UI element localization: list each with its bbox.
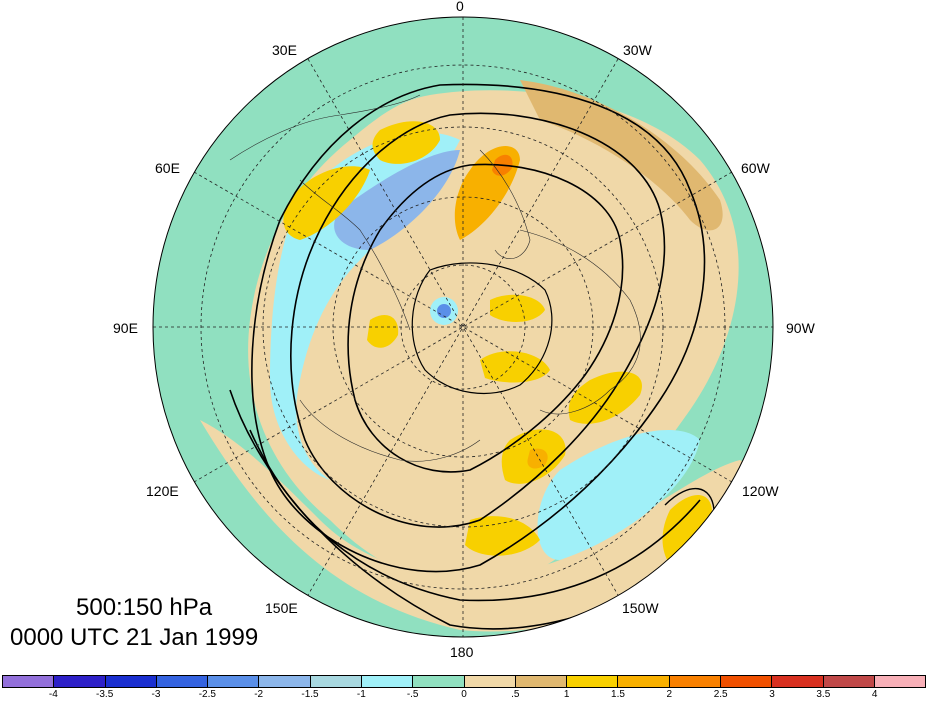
longitude-label-90w: 90W [786, 320, 815, 336]
longitude-label-150e: 150E [265, 600, 298, 616]
coastlines [229, 94, 641, 462]
colorbar-tick-label: -2.5 [198, 689, 216, 700]
blue-center-low-core [437, 304, 451, 318]
cyan-trough-southeast [537, 430, 700, 560]
longitude-label-120e: 120E [146, 483, 179, 499]
lower-tan-region [200, 420, 754, 632]
coastline-greenland [479, 149, 531, 259]
colorbar-swatch [105, 676, 157, 687]
colorbar-swatch [669, 676, 721, 687]
map-boundary [152, 16, 774, 638]
meridian-30w-150e [307, 58, 619, 596]
yellow-max-east-pacific [662, 495, 712, 565]
longitude-label-30w: 30W [623, 42, 652, 58]
coastline-north-america [519, 229, 641, 415]
colorbar-swatch [3, 676, 55, 687]
colorbar-swatch [567, 676, 619, 687]
longitude-label-30e: 30E [272, 42, 297, 58]
colorbar-swatch [874, 676, 926, 687]
yellow-max-asia [367, 315, 399, 348]
polar-contour [411, 262, 553, 395]
colorbar-tick-label: -2 [254, 689, 264, 700]
coastline-eurasia [229, 94, 421, 331]
yellow-max-scandinavia [372, 121, 440, 164]
inner-contour [347, 163, 624, 473]
graticule [153, 17, 773, 637]
colorbar-swatch [54, 676, 106, 687]
colorbar-swatch [208, 676, 260, 687]
colorbar-tick-label: 2 [666, 689, 673, 700]
colorbar-swatch [720, 676, 773, 687]
colorbar-swatch [823, 676, 875, 687]
blue-low-core [334, 150, 460, 250]
longitude-label-60w: 60W [741, 160, 770, 176]
colorbar-swatch [772, 676, 824, 687]
colorbar-tick-label: -4 [48, 689, 58, 700]
colorbar-swatch [515, 676, 568, 687]
colorbar-tick-label: -1 [356, 689, 366, 700]
outer-contour [251, 83, 706, 573]
colorbar-swatch [310, 676, 362, 687]
colorbar-swatch [156, 676, 209, 687]
colorbar-tick-label: 3 [769, 689, 775, 700]
colorbar-tick-label: .5 [511, 689, 520, 700]
pressure-level-caption: 500:150 hPa [76, 594, 213, 621]
coastline-asia-east [299, 399, 481, 462]
colorbar-tick-label: 3.5 [816, 689, 831, 700]
colorbar-swatch [259, 676, 311, 687]
colorbar-swatch [413, 676, 465, 687]
colorbar-tick-label: 1 [563, 689, 570, 700]
longitude-label-90e: 90E [113, 320, 138, 336]
map-fill-layer [153, 17, 773, 637]
colorbar-tick-label: 0 [461, 689, 467, 700]
yellow-max-central [480, 351, 550, 383]
meridian-60e-120w [193, 171, 733, 483]
yellow-max-arctic [490, 294, 545, 322]
longitude-label-0: 0 [456, 0, 464, 14]
middle-contour [290, 112, 666, 528]
colorbar-swatch [464, 676, 516, 687]
colorbar-swatch [618, 676, 670, 687]
colorbar-labels: -4 -3.5 -3 -2.5 -2 -1.5 -1 -.5 0 .5 1 1.5 2 2.5 3 3.5 4 [0, 689, 928, 702]
longitude-label-120w: 120W [742, 483, 779, 499]
colorbar-tick-label: -3 [151, 689, 161, 700]
meridian-60w-120e [193, 171, 733, 483]
valid-time-caption: 0000 UTC 21 Jan 1999 [10, 624, 259, 651]
colorbar-tick-label: -.5 [406, 689, 419, 700]
meridian-30e-150w [307, 58, 619, 596]
colorbar-tick-label: -1.5 [301, 689, 319, 700]
yellow-max-west-canada [568, 371, 642, 424]
colorbar-swatch [361, 676, 414, 687]
longitude-label-60e: 60E [155, 160, 180, 176]
colorbar [2, 675, 926, 688]
colorbar-tick-label: 4 [871, 689, 878, 700]
yellow-max-north-pacific [465, 516, 540, 556]
colorbar-tick-label: 1.5 [611, 689, 625, 700]
longitude-label-150w: 150W [622, 600, 659, 616]
colorbar-tick-label: 2.5 [713, 689, 728, 700]
longitude-label-180: 180 [450, 644, 474, 660]
orange-max-pacific [527, 448, 548, 469]
colorbar-tick-label: -3.5 [96, 689, 114, 700]
